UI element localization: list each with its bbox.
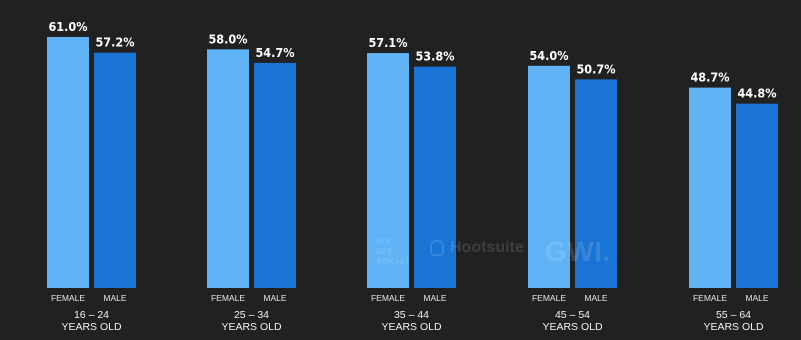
bar-male-2 [254,62,296,289]
years-old-label-4: YEARS OLD [542,321,603,333]
value-label-female-4: 54.0% [529,48,568,63]
value-label-female-3: 57.1% [368,35,407,50]
age-range-label-4: 45 – 54 [555,309,590,321]
bar-female-5 [689,87,731,288]
series-label-female-3: FEMALE [371,293,405,303]
years-old-label-2: YEARS OLD [221,321,282,333]
years-old-label-3: YEARS OLD [381,321,442,333]
value-label-female-1: 61.0% [48,19,87,34]
bar-male-4 [575,79,617,289]
series-label-female-2: FEMALE [211,293,245,303]
bar-female-1 [47,37,89,288]
bar-male-1 [94,52,136,289]
series-label-male-1: MALE [103,293,126,303]
age-range-label-1: 16 – 24 [74,309,109,321]
bar-female-2 [207,49,249,288]
value-label-male-3: 53.8% [415,49,454,64]
bar-female-4 [528,65,570,288]
series-label-male-5: MALE [745,293,768,303]
value-label-male-4: 50.7% [576,61,615,76]
value-label-male-5: 44.8% [737,86,776,101]
series-label-female-5: FEMALE [693,293,727,303]
series-label-male-4: MALE [584,293,607,303]
value-label-female-2: 58.0% [208,31,247,46]
years-old-label-1: YEARS OLD [61,321,122,333]
age-range-label-2: 25 – 34 [234,309,269,321]
series-label-female-4: FEMALE [532,293,566,303]
series-label-female-1: FEMALE [51,293,85,303]
series-label-male-3: MALE [423,293,446,303]
bar-male-5 [736,103,778,288]
bar-female-3 [367,53,409,288]
years-old-label-5: YEARS OLD [703,321,764,333]
value-label-male-1: 57.2% [95,35,134,50]
series-label-male-2: MALE [263,293,286,303]
bar-male-3 [414,66,456,289]
age-range-label-3: 35 – 44 [394,309,429,321]
value-label-female-5: 48.7% [690,70,729,85]
value-label-male-2: 54.7% [255,45,294,60]
age-range-label-5: 55 – 64 [716,309,751,321]
